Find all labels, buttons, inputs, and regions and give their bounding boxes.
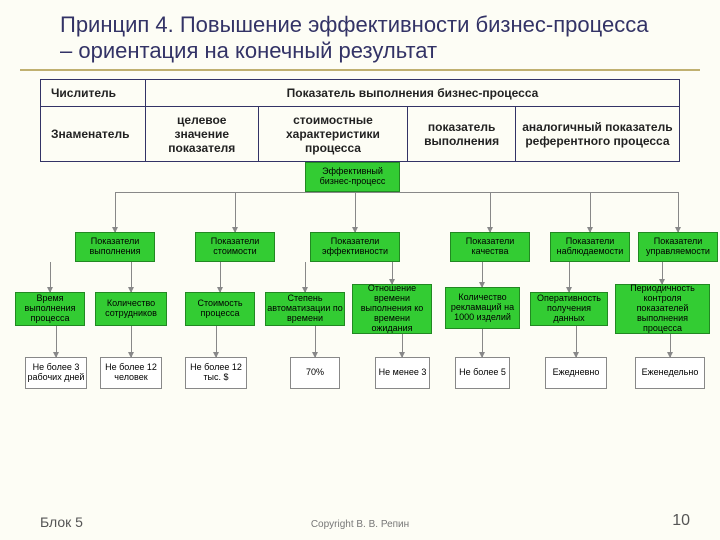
table-r2c5: аналогичный показатель референтного проц… xyxy=(515,106,679,161)
node-v3: Не более 12 тыс. $ xyxy=(185,357,247,389)
node-m3: Стоимость процесса xyxy=(185,292,255,326)
node-root: Эффективный бизнес-процесс xyxy=(305,162,400,192)
table-r2c3: стоимостные характеристики процесса xyxy=(258,106,408,161)
node-cat3: Показатели эффективности xyxy=(310,232,400,262)
node-cat1: Показатели выполнения xyxy=(75,232,155,262)
node-v7: Ежедневно xyxy=(545,357,607,389)
node-m5: Отношение времени выполнения ко времени … xyxy=(352,284,432,334)
hierarchy-diagram: Эффективный бизнес-процесс Показатели вып… xyxy=(0,162,720,452)
node-v2: Не более 12 человек xyxy=(100,357,162,389)
table-r2c2: целевое значение показателя xyxy=(146,106,259,161)
footer-page-number: 10 xyxy=(672,512,690,530)
node-m8: Периодичность контроля показателей выпол… xyxy=(615,284,710,334)
table-r1c1: Числитель xyxy=(41,79,146,106)
node-v1: Не более 3 рабочих дней xyxy=(25,357,87,389)
node-cat6: Показатели управляемости xyxy=(638,232,718,262)
node-v5: Не менее 3 xyxy=(375,357,430,389)
node-m4: Степень автоматизации по времени xyxy=(265,292,345,326)
node-m6: Количество рекламаций на 1000 изделий xyxy=(445,287,520,329)
footer-copyright: Copyright В. В. Репин xyxy=(0,519,720,530)
node-m7: Оперативность получения данных xyxy=(530,292,608,326)
node-v6: Не более 5 xyxy=(455,357,510,389)
node-v4: 70% xyxy=(290,357,340,389)
node-v8: Еженедельно xyxy=(635,357,705,389)
node-m2: Количество сотрудников xyxy=(95,292,167,326)
table-r2c1: Знаменатель xyxy=(41,106,146,161)
node-cat5: Показатели наблюдаемости xyxy=(550,232,630,262)
table-r1c2: Показатель выполнения бизнес-процесса xyxy=(146,79,680,106)
page-title: Принцип 4. Повышение эффективности бизне… xyxy=(20,0,700,71)
table-r2c4: показатель выполнения xyxy=(408,106,515,161)
node-cat4: Показатели качества xyxy=(450,232,530,262)
definition-table: Числитель Показатель выполнения бизнес-п… xyxy=(40,79,680,162)
node-cat2: Показатели стоимости xyxy=(195,232,275,262)
node-m1: Время выполнения процесса xyxy=(15,292,85,326)
